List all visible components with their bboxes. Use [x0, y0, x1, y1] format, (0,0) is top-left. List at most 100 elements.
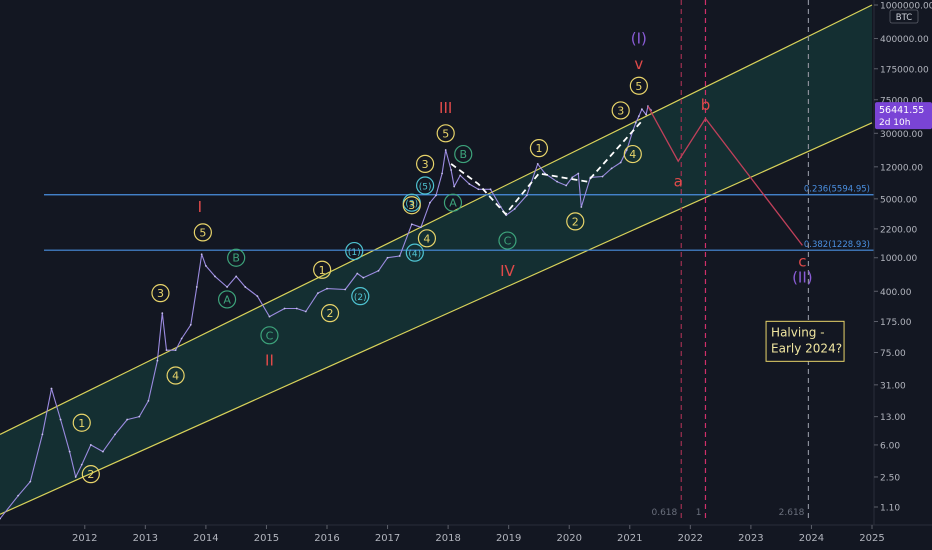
x-tick-label-8: 2020	[556, 533, 581, 544]
x-tick-label-4: 2016	[314, 533, 339, 544]
wave-label-26: 1	[535, 142, 542, 155]
price-point	[377, 269, 380, 272]
price-point	[525, 194, 528, 197]
wave-label-17: (5)	[419, 183, 432, 193]
wave-label-8: C	[266, 329, 274, 342]
price-point	[317, 292, 319, 295]
x-tick-label-2: 2014	[193, 533, 218, 544]
price-point	[450, 169, 453, 171]
price-point	[195, 286, 198, 288]
wave-label-circle-26	[529, 139, 549, 158]
price-point	[295, 307, 298, 310]
wave-label-circle-27	[566, 212, 585, 231]
x-axis-bg	[0, 525, 932, 550]
wave-label-29: 4	[629, 148, 636, 161]
price-point	[89, 444, 92, 446]
vertical-line-label-1: 1	[696, 508, 702, 518]
price-point	[268, 315, 271, 318]
wave-label-5: I	[198, 198, 202, 216]
y-tick-label-7: 2200.00	[880, 225, 917, 235]
y-tick-label-5: 12000.00	[880, 163, 923, 173]
wave-label-circle-30	[629, 76, 648, 95]
wave-label-4: 5	[199, 226, 206, 239]
y-axis[interactable]: 1000000.00 400000.00 175000.00 75000.00 3000…	[873, 0, 932, 525]
wave-label-circle-23	[454, 144, 473, 164]
price-point	[499, 206, 502, 208]
fib-label-0: 0.236(5594.95)	[804, 185, 870, 195]
annotation-frame	[765, 320, 845, 362]
price-point	[565, 184, 568, 187]
symbol-badge[interactable]	[889, 9, 919, 24]
channel-upper-line[interactable]	[0, 4, 873, 435]
y-tick-label-4: 30000.00	[880, 130, 923, 140]
x-tick-label-13: 2025	[859, 533, 884, 544]
last-price-badge[interactable]	[875, 102, 932, 130]
price-point	[326, 287, 328, 290]
wave-label-circle-2	[151, 284, 170, 303]
price-point	[80, 463, 83, 466]
wave-label-9: II	[265, 352, 274, 370]
price-point	[634, 121, 637, 124]
x-axis[interactable]: 2012 2013 2014 2015 2016 2017 2018 2019 2020 2021…	[0, 524, 932, 550]
price-point	[256, 295, 259, 298]
fib-label-1: 0.382(1228.93)	[804, 240, 870, 250]
x-tick-label-7: 2019	[496, 533, 521, 544]
wave-label-circle-0	[72, 413, 91, 432]
y-tick-label-11: 75.00	[880, 349, 906, 359]
price-point	[180, 337, 183, 340]
price-point	[161, 312, 164, 315]
price-point	[156, 359, 159, 362]
price-point	[50, 387, 53, 390]
price-point	[29, 480, 32, 483]
x-tick-label-12: 2024	[799, 533, 824, 544]
price-point	[204, 265, 207, 267]
wave-label-22: A	[449, 197, 457, 210]
wave-label-15: (4)	[408, 250, 421, 260]
price-point	[304, 310, 307, 313]
price-point	[435, 194, 437, 197]
wave-label-7: B	[232, 252, 240, 265]
price-line[interactable]	[0, 105, 652, 520]
wave-label-circle-17	[416, 176, 435, 195]
wave-label-circle-13	[351, 287, 370, 306]
price-point	[74, 476, 77, 478]
x-tick-label-3: 2015	[254, 533, 279, 544]
wave-label-20: 5	[442, 127, 449, 140]
y-tick-label-1: 400000.00	[880, 35, 929, 45]
countdown-label: 2d 10h	[879, 118, 910, 128]
annotation-box: Halving - Early 2024?	[765, 320, 845, 362]
x-tick-label-1: 2013	[133, 533, 158, 544]
price-point	[147, 399, 150, 402]
price-point	[489, 188, 492, 191]
wave-label-27: 2	[572, 215, 579, 228]
vertical-lines: 0.618 1 2.618	[651, 0, 810, 522]
price-point	[59, 418, 62, 421]
wave-label-circle-16	[402, 196, 421, 215]
price-point	[68, 450, 71, 453]
projection-path[interactable]	[647, 105, 803, 246]
price-point	[441, 172, 443, 175]
price-point	[189, 323, 192, 326]
price-point	[513, 207, 516, 210]
price-point	[410, 223, 413, 226]
price-point	[356, 272, 359, 275]
price-point	[453, 185, 456, 188]
x-tick-label-9: 2021	[617, 533, 642, 544]
annotation-line-0: Halving -	[771, 325, 825, 339]
overlay-lines	[450, 105, 803, 246]
fib-levels: 0.236(5594.95) 0.382(1228.93)	[44, 185, 874, 251]
wave-label-2: 3	[157, 287, 164, 300]
channel-lower-line[interactable]	[0, 122, 873, 515]
wave-label-23: B	[459, 148, 467, 161]
price-point	[102, 450, 104, 453]
price-point	[244, 286, 247, 288]
trend-dashed-line[interactable]	[450, 120, 643, 216]
wave-label-circle-24	[498, 231, 517, 250]
y-tick-label-15: 2.50	[880, 473, 900, 483]
price-point	[429, 201, 431, 204]
wave-label-24: C	[504, 235, 512, 248]
price-point	[362, 276, 365, 279]
wave-label-circle-7	[227, 248, 246, 267]
